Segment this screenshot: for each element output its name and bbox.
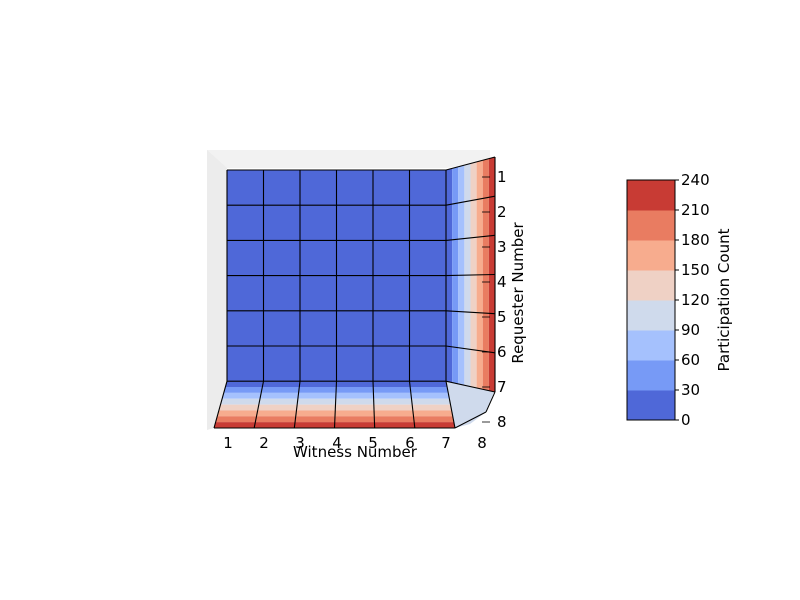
x-axis-ticks: 1 2 3 4 5 6 7 8 xyxy=(223,434,487,452)
back-pane xyxy=(207,150,490,168)
wire-row-ext xyxy=(445,195,496,206)
y-tick-label: 8 xyxy=(497,413,507,431)
x-tick-label: 8 xyxy=(477,434,487,452)
wire-row-ext xyxy=(445,380,496,393)
colorbar-tick-label: 30 xyxy=(681,381,700,399)
colorbar-tick-label: 90 xyxy=(681,321,700,339)
colorbar-band xyxy=(627,330,675,361)
colorbar-band xyxy=(627,360,675,391)
x-tick-label: 5 xyxy=(368,434,378,452)
colorbar-band xyxy=(627,240,675,271)
colorbar-band xyxy=(627,180,675,211)
wire-row-ext xyxy=(445,234,496,241)
colorbar-label: Participation Count xyxy=(715,228,733,371)
wire-col-ext xyxy=(445,381,456,429)
wire-col-ext xyxy=(372,381,376,429)
axes-panes xyxy=(207,150,490,430)
x-tick-label: 7 xyxy=(441,434,451,452)
y-tick-label: 1 xyxy=(497,168,507,186)
wire-col-ext xyxy=(408,381,416,429)
y-axis-ticks: 1 2 3 4 5 6 7 8 xyxy=(482,168,507,431)
y-tick-label: 5 xyxy=(497,308,507,326)
x-tick-label: 6 xyxy=(405,434,415,452)
y-tick-label: 2 xyxy=(497,203,507,221)
colorbar-band xyxy=(627,390,675,421)
x-axis-label: Witness Number xyxy=(293,443,418,461)
colorbar-tick-label: 120 xyxy=(681,291,710,309)
colorbar-ticks: 0 30 60 90 120 150 180 210 240 xyxy=(675,171,710,429)
colorbar-tick-label: 150 xyxy=(681,261,710,279)
x-tick-label: 2 xyxy=(259,434,269,452)
surface-wireframe xyxy=(213,156,496,429)
y-tick-label: 3 xyxy=(497,238,507,256)
wire-col-ext xyxy=(333,381,338,429)
surface xyxy=(214,157,495,428)
colorbar-tick-label: 240 xyxy=(681,171,710,189)
surface-corner-cell xyxy=(446,381,494,428)
wire-col-ext xyxy=(293,381,301,429)
wire-corner xyxy=(454,411,487,429)
colorbar-band xyxy=(627,270,675,301)
colorbar-tick-label: 210 xyxy=(681,201,710,219)
x-tick-label: 4 xyxy=(332,434,342,452)
colorbar-tick-label: 180 xyxy=(681,231,710,249)
colorbar-band xyxy=(627,210,675,241)
wire-col-ext xyxy=(213,381,228,429)
y-axis-label: Requester Number xyxy=(509,221,527,363)
wire-row-ext xyxy=(445,310,496,315)
y-tick-label: 4 xyxy=(497,273,507,291)
wire-col-ext xyxy=(253,381,265,429)
wire-row-ext xyxy=(445,273,496,277)
colorbar-band xyxy=(627,300,675,331)
wire-corner xyxy=(485,391,496,413)
colorbar-tick-label: 0 xyxy=(681,411,691,429)
x-tick-label: 1 xyxy=(223,434,233,452)
y-tick-label: 6 xyxy=(497,343,507,361)
colorbar xyxy=(626,179,676,421)
wire-row-ext xyxy=(445,156,496,171)
y-tick-label: 7 xyxy=(497,378,507,396)
colorbar-tick-label: 60 xyxy=(681,351,700,369)
side-pane xyxy=(207,150,227,430)
x-tick-label: 3 xyxy=(295,434,305,452)
